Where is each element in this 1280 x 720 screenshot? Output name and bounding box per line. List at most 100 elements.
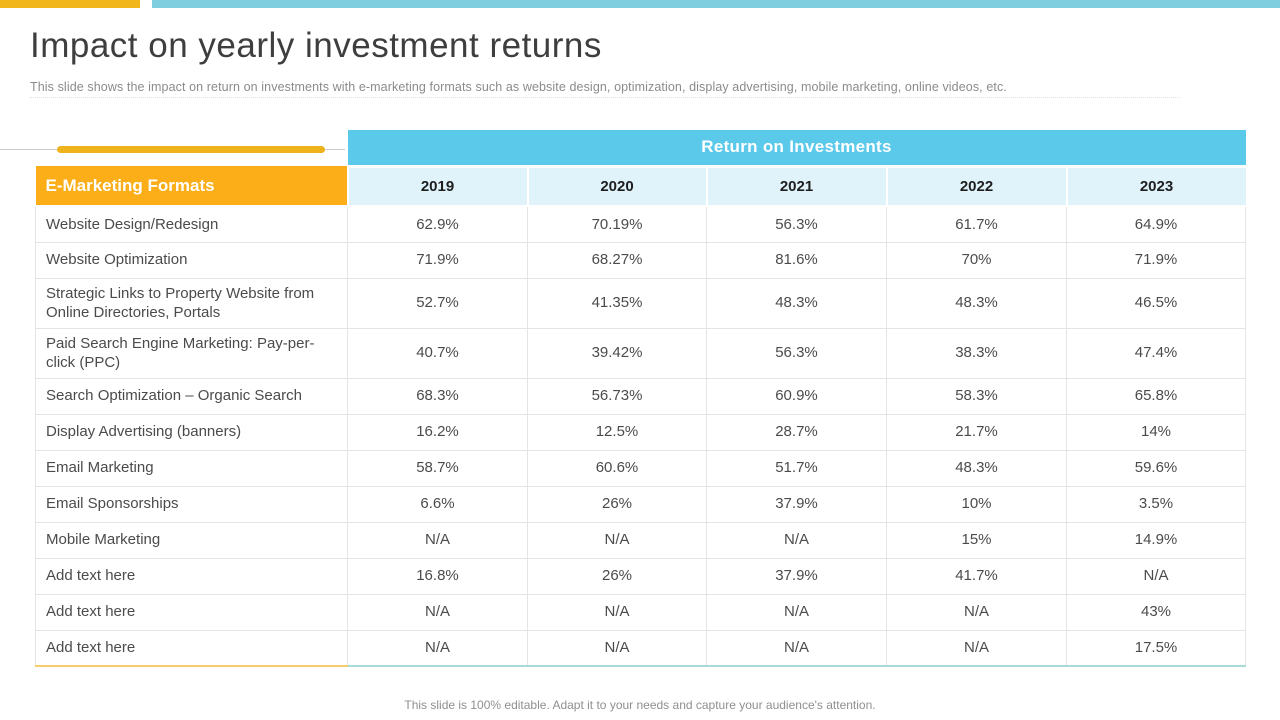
- value-cell: N/A: [886, 593, 1067, 631]
- top-accent-blue-bar: [152, 0, 1280, 8]
- value-cell: 62.9%: [347, 205, 528, 243]
- format-label: Display Advertising (banners): [35, 413, 348, 451]
- year-header-2019: 2019: [346, 166, 528, 207]
- format-label: Add text here: [35, 557, 348, 595]
- value-cell: 12.5%: [527, 413, 707, 451]
- value-cell: 10%: [886, 485, 1067, 523]
- value-cell: 43%: [1065, 593, 1247, 631]
- value-cell: 16.8%: [347, 557, 528, 595]
- year-header-2020: 2020: [526, 166, 707, 207]
- value-cell: 60.6%: [527, 449, 707, 487]
- format-label: Paid Search Engine Marketing: Pay-per-cl…: [35, 327, 348, 379]
- value-cell: 41.7%: [886, 557, 1067, 595]
- format-label: Website Optimization: [35, 241, 348, 279]
- value-cell: 3.5%: [1065, 485, 1247, 523]
- value-cell: 21.7%: [886, 413, 1067, 451]
- page-subtitle: This slide shows the impact on return on…: [30, 80, 1007, 94]
- value-cell: N/A: [706, 629, 887, 667]
- value-cell: 37.9%: [706, 485, 887, 523]
- table-row: Website Optimization 71.9% 68.27% 81.6% 70% 7…: [35, 241, 1247, 279]
- value-cell: 59.6%: [1065, 449, 1247, 487]
- footer-note: This slide is 100% editable. Adapt it to…: [404, 698, 876, 712]
- value-cell: 68.3%: [347, 377, 528, 415]
- header-divider: [30, 97, 1180, 98]
- value-cell: 60.9%: [706, 377, 887, 415]
- value-cell: 56.3%: [706, 327, 887, 379]
- value-cell: N/A: [706, 521, 887, 559]
- value-cell: 81.6%: [706, 241, 887, 279]
- value-cell: 56.73%: [527, 377, 707, 415]
- value-cell: 16.2%: [347, 413, 528, 451]
- blank-corner-cell: [36, 130, 348, 166]
- value-cell: N/A: [347, 593, 528, 631]
- value-cell: 70%: [886, 241, 1067, 279]
- value-cell: 52.7%: [347, 277, 528, 329]
- table-row: Email Sponsorships 6.6% 26% 37.9% 10% 3.5%: [35, 485, 1247, 523]
- value-cell: 17.5%: [1065, 629, 1247, 667]
- value-cell: 41.35%: [527, 277, 707, 329]
- table-row: Add text here N/A N/A N/A N/A 43%: [35, 593, 1247, 631]
- format-label: Add text here: [35, 593, 348, 631]
- table-row: Email Marketing 58.7% 60.6% 51.7% 48.3% 59.6%: [35, 449, 1247, 487]
- value-cell: 56.3%: [706, 205, 887, 243]
- value-cell: N/A: [347, 521, 528, 559]
- table-row: Display Advertising (banners) 16.2% 12.5% 2…: [35, 413, 1247, 451]
- value-cell: 46.5%: [1065, 277, 1247, 329]
- table-row: Add text here N/A N/A N/A N/A 17.5%: [35, 629, 1247, 667]
- year-header-2022: 2022: [885, 166, 1067, 207]
- format-label: Email Marketing: [35, 449, 348, 487]
- format-label: Strategic Links to Property Website from…: [35, 277, 348, 329]
- group-header-cell: Return on Investments: [347, 130, 1246, 168]
- year-header-row: E-Marketing Formats 2019 2020 2021 2022 2023: [35, 166, 1246, 207]
- value-cell: N/A: [527, 521, 707, 559]
- group-header-row: Return on Investments: [36, 130, 1246, 168]
- format-label: Email Sponsorships: [35, 485, 348, 523]
- accent-capsule: [57, 146, 325, 153]
- table-row: Strategic Links to Property Website from…: [35, 277, 1247, 329]
- year-header-2021: 2021: [705, 166, 887, 207]
- table-row: Website Design/Redesign 62.9% 70.19% 56.3% 6…: [35, 205, 1247, 243]
- value-cell: N/A: [886, 629, 1067, 667]
- format-label: Mobile Marketing: [35, 521, 348, 559]
- format-label: Add text here: [35, 629, 348, 667]
- roi-table: Return on Investments E-Marketing Format…: [35, 130, 1247, 667]
- value-cell: 48.3%: [886, 277, 1067, 329]
- value-cell: 39.42%: [527, 327, 707, 379]
- value-cell: N/A: [527, 593, 707, 631]
- table-row: Search Optimization – Organic Search 68.3…: [35, 377, 1247, 415]
- value-cell: 58.3%: [886, 377, 1067, 415]
- value-cell: N/A: [527, 629, 707, 667]
- value-cell: N/A: [706, 593, 887, 631]
- value-cell: N/A: [347, 629, 528, 667]
- value-cell: 26%: [527, 557, 707, 595]
- format-label: Website Design/Redesign: [35, 205, 348, 243]
- value-cell: 70.19%: [527, 205, 707, 243]
- value-cell: 48.3%: [886, 449, 1067, 487]
- value-cell: 71.9%: [1065, 241, 1247, 279]
- value-cell: 51.7%: [706, 449, 887, 487]
- table-row: Add text here 16.8% 26% 37.9% 41.7% N/A: [35, 557, 1247, 595]
- value-cell: 14.9%: [1065, 521, 1247, 559]
- value-cell: 68.27%: [527, 241, 707, 279]
- value-cell: 65.8%: [1065, 377, 1247, 415]
- top-accent-yellow-bar: [0, 0, 140, 8]
- value-cell: 48.3%: [706, 277, 887, 329]
- value-cell: 28.7%: [706, 413, 887, 451]
- value-cell: N/A: [1065, 557, 1247, 595]
- value-cell: 64.9%: [1065, 205, 1247, 243]
- table-row: Paid Search Engine Marketing: Pay-per-cl…: [35, 327, 1247, 379]
- accent-line: [0, 146, 345, 153]
- table-row: Mobile Marketing N/A N/A N/A 15% 14.9%: [35, 521, 1247, 559]
- format-label: Search Optimization – Organic Search: [35, 377, 348, 415]
- value-cell: 47.4%: [1065, 327, 1247, 379]
- row-header-cell: E-Marketing Formats: [35, 166, 348, 207]
- value-cell: 58.7%: [347, 449, 528, 487]
- value-cell: 61.7%: [886, 205, 1067, 243]
- value-cell: 38.3%: [886, 327, 1067, 379]
- value-cell: 40.7%: [347, 327, 528, 379]
- value-cell: 26%: [527, 485, 707, 523]
- value-cell: 71.9%: [347, 241, 528, 279]
- table-body: Website Design/Redesign 62.9% 70.19% 56.3% 6…: [35, 205, 1247, 667]
- value-cell: 15%: [886, 521, 1067, 559]
